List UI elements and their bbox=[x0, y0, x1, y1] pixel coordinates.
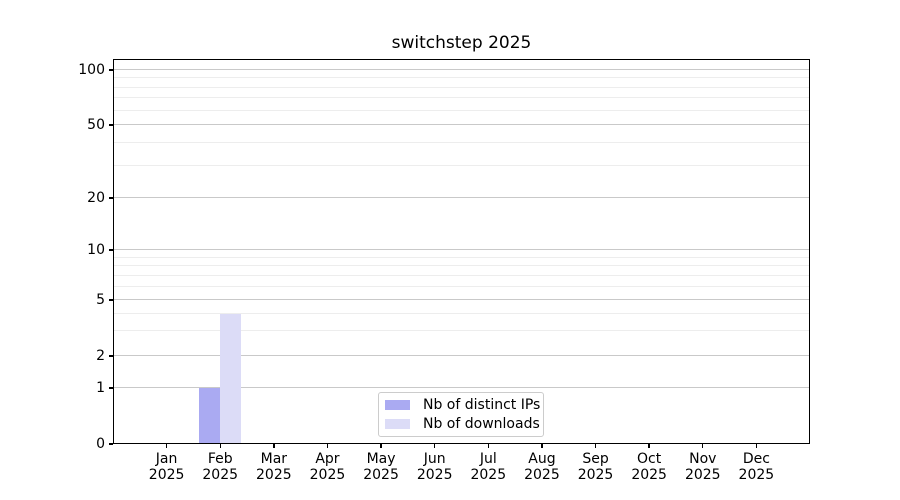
y-tick-label: 100 bbox=[78, 62, 105, 79]
x-tick-mark bbox=[541, 444, 543, 448]
x-tick-mark bbox=[702, 444, 704, 448]
x-tick-label: Feb 2025 bbox=[202, 451, 239, 483]
x-tick-label: Sep 2025 bbox=[577, 451, 614, 483]
y-gridline-major bbox=[113, 124, 810, 125]
y-tick-label: 50 bbox=[87, 117, 105, 133]
y-tick-label: 5 bbox=[96, 292, 105, 309]
legend-item-downloads: Nb of downloads bbox=[385, 416, 540, 432]
y-tick-mark bbox=[109, 387, 113, 389]
y-tick-mark bbox=[109, 299, 113, 301]
x-tick-mark bbox=[648, 444, 650, 448]
y-gridline-minor bbox=[113, 274, 810, 276]
y-gridline-minor bbox=[113, 285, 810, 287]
y-gridline-minor bbox=[113, 86, 810, 88]
y-gridline-major bbox=[113, 69, 810, 71]
y-gridline-minor bbox=[113, 256, 810, 258]
y-gridline-minor bbox=[113, 164, 810, 166]
y-gridline-minor bbox=[113, 312, 810, 314]
x-tick-label: Apr 2025 bbox=[309, 451, 346, 483]
y-gridline-major bbox=[113, 299, 810, 301]
x-tick-label: Jun 2025 bbox=[416, 451, 453, 483]
plot-area: 0 1 2 5 10 20 50 100 Jan 2025 Feb 2025 Mar 2025 Apr… bbox=[78, 59, 810, 483]
x-tick-mark bbox=[326, 444, 329, 448]
y-gridline-minor bbox=[113, 77, 810, 79]
y-gridline-minor bbox=[113, 97, 810, 99]
x-tick-mark bbox=[273, 444, 275, 448]
x-tick-label: Dec 2025 bbox=[738, 451, 775, 483]
x-tick-label: May 2025 bbox=[363, 451, 399, 483]
legend-item-distinct-ips: Nb of distinct IPs bbox=[385, 397, 541, 413]
legend-label-downloads: Nb of downloads bbox=[423, 416, 540, 432]
x-tick-label: Jul 2025 bbox=[470, 451, 507, 483]
y-tick-label: 2 bbox=[96, 348, 105, 364]
y-gridline-minor bbox=[113, 109, 810, 111]
bar-distinct-ips bbox=[199, 387, 221, 444]
x-tick-label: Oct 2025 bbox=[631, 451, 667, 483]
x-tick-mark bbox=[219, 444, 221, 448]
y-gridline-major bbox=[113, 355, 810, 356]
chart-title: switchstep 2025 bbox=[391, 33, 532, 53]
y-gridline-major bbox=[113, 197, 810, 198]
x-tick-label: Jan 2025 bbox=[148, 451, 185, 483]
legend: Nb of distinct IPs Nb of downloads bbox=[378, 392, 544, 437]
legend-label-distinct-ips: Nb of distinct IPs bbox=[423, 397, 541, 413]
y-tick-label: 0 bbox=[96, 436, 105, 452]
y-tick-mark bbox=[109, 197, 113, 199]
legend-swatch-downloads-icon bbox=[385, 419, 410, 429]
x-tick-mark bbox=[165, 444, 168, 448]
x-tick-label: Nov 2025 bbox=[684, 451, 721, 483]
y-tick-mark bbox=[109, 443, 113, 445]
legend-swatch-distinct-ips-icon bbox=[385, 400, 410, 410]
y-gridline-major bbox=[113, 386, 810, 388]
y-tick-mark bbox=[109, 355, 113, 357]
x-tick-label: Aug 2025 bbox=[524, 451, 560, 483]
x-tick-mark bbox=[755, 444, 758, 448]
x-tick-mark bbox=[380, 444, 382, 448]
y-tick-mark bbox=[109, 69, 113, 71]
x-tick-label: Mar 2025 bbox=[256, 451, 292, 483]
y-tick-label: 10 bbox=[87, 242, 105, 258]
y-tick-label: 1 bbox=[96, 379, 105, 396]
y-gridline-minor bbox=[113, 265, 810, 267]
x-tick-mark bbox=[594, 444, 597, 448]
y-gridline-minor bbox=[113, 141, 810, 143]
bar-downloads bbox=[220, 313, 242, 444]
y-tick-mark bbox=[109, 124, 113, 126]
y-tick-label: 20 bbox=[87, 190, 105, 206]
y-gridline-major bbox=[113, 249, 810, 250]
y-gridline-minor bbox=[113, 330, 810, 332]
x-tick-mark bbox=[487, 444, 489, 448]
y-tick-mark bbox=[109, 249, 113, 251]
x-tick-mark bbox=[433, 444, 436, 448]
